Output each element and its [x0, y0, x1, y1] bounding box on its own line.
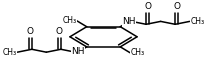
Text: O: O	[144, 2, 150, 11]
Text: NH: NH	[71, 47, 85, 56]
Text: O: O	[56, 27, 62, 36]
Text: CH₃: CH₃	[2, 48, 16, 57]
Text: CH₃: CH₃	[190, 17, 204, 26]
Text: CH₃: CH₃	[62, 16, 76, 25]
Text: O: O	[27, 27, 34, 36]
Text: O: O	[172, 2, 179, 11]
Text: O: O	[172, 2, 179, 11]
Text: CH₃: CH₃	[130, 48, 144, 57]
Text: NH: NH	[121, 17, 135, 26]
